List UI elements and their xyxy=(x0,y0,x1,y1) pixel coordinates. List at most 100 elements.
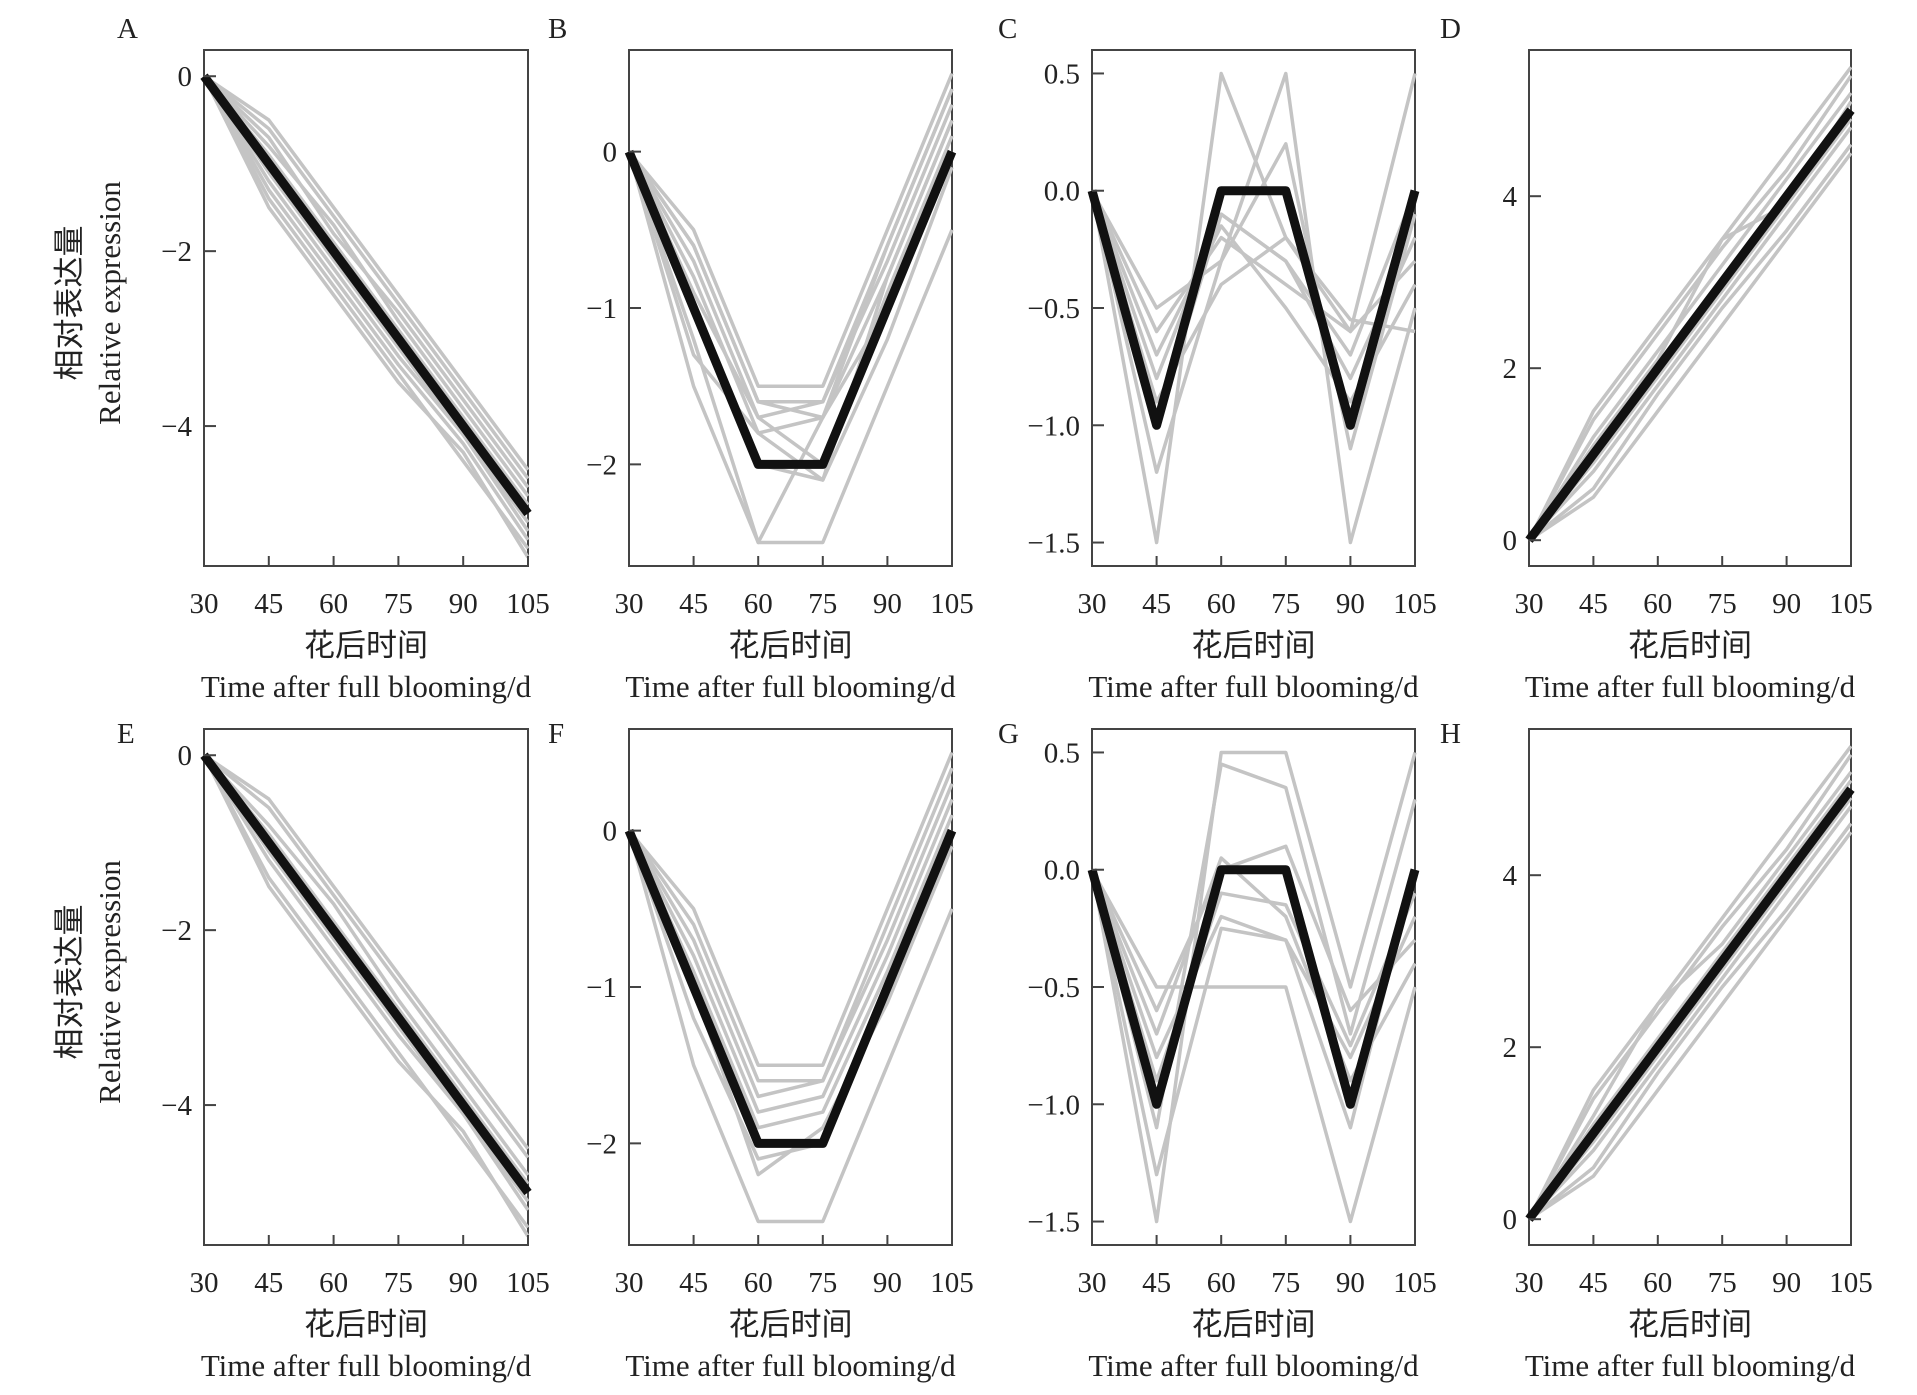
x-tick-label: 45 xyxy=(1142,1267,1171,1299)
y-tick-label: −2 xyxy=(586,449,617,481)
x-tick-label: 30 xyxy=(1078,1267,1107,1299)
series-line-E-1 xyxy=(202,754,530,1238)
x-tick-label: 105 xyxy=(1829,1267,1873,1299)
x-tick-label: 75 xyxy=(808,1267,837,1299)
x-tick-label: 60 xyxy=(744,1267,773,1299)
series-line-H-5 xyxy=(1527,753,1853,1221)
series-line-H-0 xyxy=(1527,745,1853,1220)
series-line-B-4 xyxy=(627,150,954,482)
y-tick-label: 2 xyxy=(1503,1032,1518,1064)
panel-label-B: B xyxy=(548,13,567,45)
series-line-B-0 xyxy=(627,72,954,388)
series-line-A-4 xyxy=(202,74,530,480)
y-tick-label: −2 xyxy=(161,915,192,947)
series-line-D-5 xyxy=(1527,74,1853,542)
x-tick-label: 75 xyxy=(1271,1267,1300,1299)
profile-line-C xyxy=(1087,186,1420,430)
series-line-B-1 xyxy=(627,151,954,545)
series-line-G-0 xyxy=(1090,750,1417,1224)
y-tick-label: −1 xyxy=(586,972,617,1004)
panel-G: G 0.5 0.0 −0.5 −1.0 −1.5 30 45 60 75 90 105 花后时间 Time… xyxy=(998,718,1437,1383)
y-tick-label: −4 xyxy=(161,1090,192,1122)
plot-frame xyxy=(1528,49,1852,567)
series-line-D-1 xyxy=(1528,152,1853,542)
series-line-C-0 xyxy=(1090,71,1417,545)
series-line-F-5 xyxy=(627,783,954,1099)
y-tick-label: 0 xyxy=(178,740,193,772)
plot-frame xyxy=(203,728,529,1246)
x-axis-title-cn: 花后时间 xyxy=(1628,1307,1752,1342)
y-tick-label: −1.5 xyxy=(1027,1207,1080,1239)
x-tick-label: 75 xyxy=(1708,1267,1737,1299)
series-line-B-9 xyxy=(627,88,954,420)
y-tick-label: 0 xyxy=(603,816,618,848)
x-axis-title-cn: 花后时间 xyxy=(1192,628,1316,663)
y-tick-label: 2 xyxy=(1503,353,1518,385)
series-line-B-8 xyxy=(627,119,954,482)
series-line-G-1 xyxy=(1090,868,1417,1224)
panel-label-E: E xyxy=(117,718,135,750)
x-tick-label: 30 xyxy=(615,588,644,620)
y-axis-title-en: Relative expression xyxy=(92,860,127,1104)
profile-line-D xyxy=(1525,107,1855,543)
panel-label-C: C xyxy=(998,13,1017,45)
x-tick-label: 45 xyxy=(1142,588,1171,620)
x-axis-title-cn: 花后时间 xyxy=(1192,1307,1316,1342)
x-tick-label: 45 xyxy=(254,1267,283,1299)
x-tick-label: 90 xyxy=(449,1267,478,1299)
series-line-E-2 xyxy=(202,754,530,1177)
x-tick-label: 105 xyxy=(506,588,550,620)
x-tick-label: 30 xyxy=(1078,588,1107,620)
x-tick-label: 60 xyxy=(319,1267,348,1299)
panel-label-F: F xyxy=(548,718,564,750)
panel-C: C 0.5 0.0 −0.5 −1.0 −1.5 30 45 60 75 90 105 花后时间 Time… xyxy=(998,13,1437,704)
x-axis-title-en: Time after full blooming/d xyxy=(1525,1348,1856,1383)
x-axis-title-en: Time after full blooming/d xyxy=(625,1348,956,1383)
y-tick-label: −1.0 xyxy=(1027,410,1080,442)
plot-frame xyxy=(1528,728,1852,1246)
panel-label-G: G xyxy=(998,718,1019,750)
x-tick-label: 90 xyxy=(873,1267,902,1299)
series-line-C-4 xyxy=(1090,142,1417,474)
profile-line-H xyxy=(1525,786,1855,1222)
plot-frame xyxy=(628,728,953,1246)
series-line-E-5 xyxy=(202,754,530,1229)
panel-H: H 4 2 0 30 45 60 75 90 105 花后时间 Time after full blo… xyxy=(1440,718,1873,1383)
plot-frame xyxy=(203,49,529,567)
series-line-G-4 xyxy=(1090,869,1417,1177)
y-tick-label: 0.0 xyxy=(1044,855,1080,887)
series-line-B-7 xyxy=(627,135,954,467)
x-tick-label: 75 xyxy=(1708,588,1737,620)
x-tick-label: 60 xyxy=(1207,1267,1236,1299)
series-line-A-0 xyxy=(203,74,530,471)
x-tick-label: 90 xyxy=(1772,1267,1801,1299)
x-tick-label: 30 xyxy=(1515,1267,1544,1299)
x-axis-title-cn: 花后时间 xyxy=(304,1307,428,1342)
panel-F: F 0 −1 −2 30 45 60 75 90 105 花后时间 Time after full b… xyxy=(548,718,974,1383)
x-tick-label: 105 xyxy=(506,1267,550,1299)
x-tick-label: 60 xyxy=(1643,588,1672,620)
x-tick-label: 45 xyxy=(679,588,708,620)
y-axis-title-cn: 相对表达量 xyxy=(52,226,87,381)
panel-label-D: D xyxy=(1440,13,1461,45)
series-line-G-6 xyxy=(1090,762,1417,1130)
series-line-A-1 xyxy=(202,75,530,559)
x-tick-label: 60 xyxy=(319,588,348,620)
y-tick-label: 4 xyxy=(1503,860,1518,892)
y-tick-label: 0 xyxy=(1503,1204,1518,1236)
y-tick-label: −2 xyxy=(586,1128,617,1160)
x-tick-label: 30 xyxy=(190,588,219,620)
y-tick-label: 0.5 xyxy=(1044,737,1080,769)
x-tick-label: 60 xyxy=(1207,588,1236,620)
x-tick-label: 75 xyxy=(1271,588,1300,620)
x-axis-title-cn: 花后时间 xyxy=(304,628,428,663)
x-tick-label: 90 xyxy=(1772,588,1801,620)
profile-line-G xyxy=(1087,865,1420,1109)
x-tick-label: 45 xyxy=(254,588,283,620)
series-line-D-3 xyxy=(1527,91,1853,542)
series-line-F-0 xyxy=(627,751,954,1067)
series-line-A-9 xyxy=(202,75,530,541)
y-tick-label: 0.0 xyxy=(1044,176,1080,208)
series-line-F-1 xyxy=(627,830,954,1224)
